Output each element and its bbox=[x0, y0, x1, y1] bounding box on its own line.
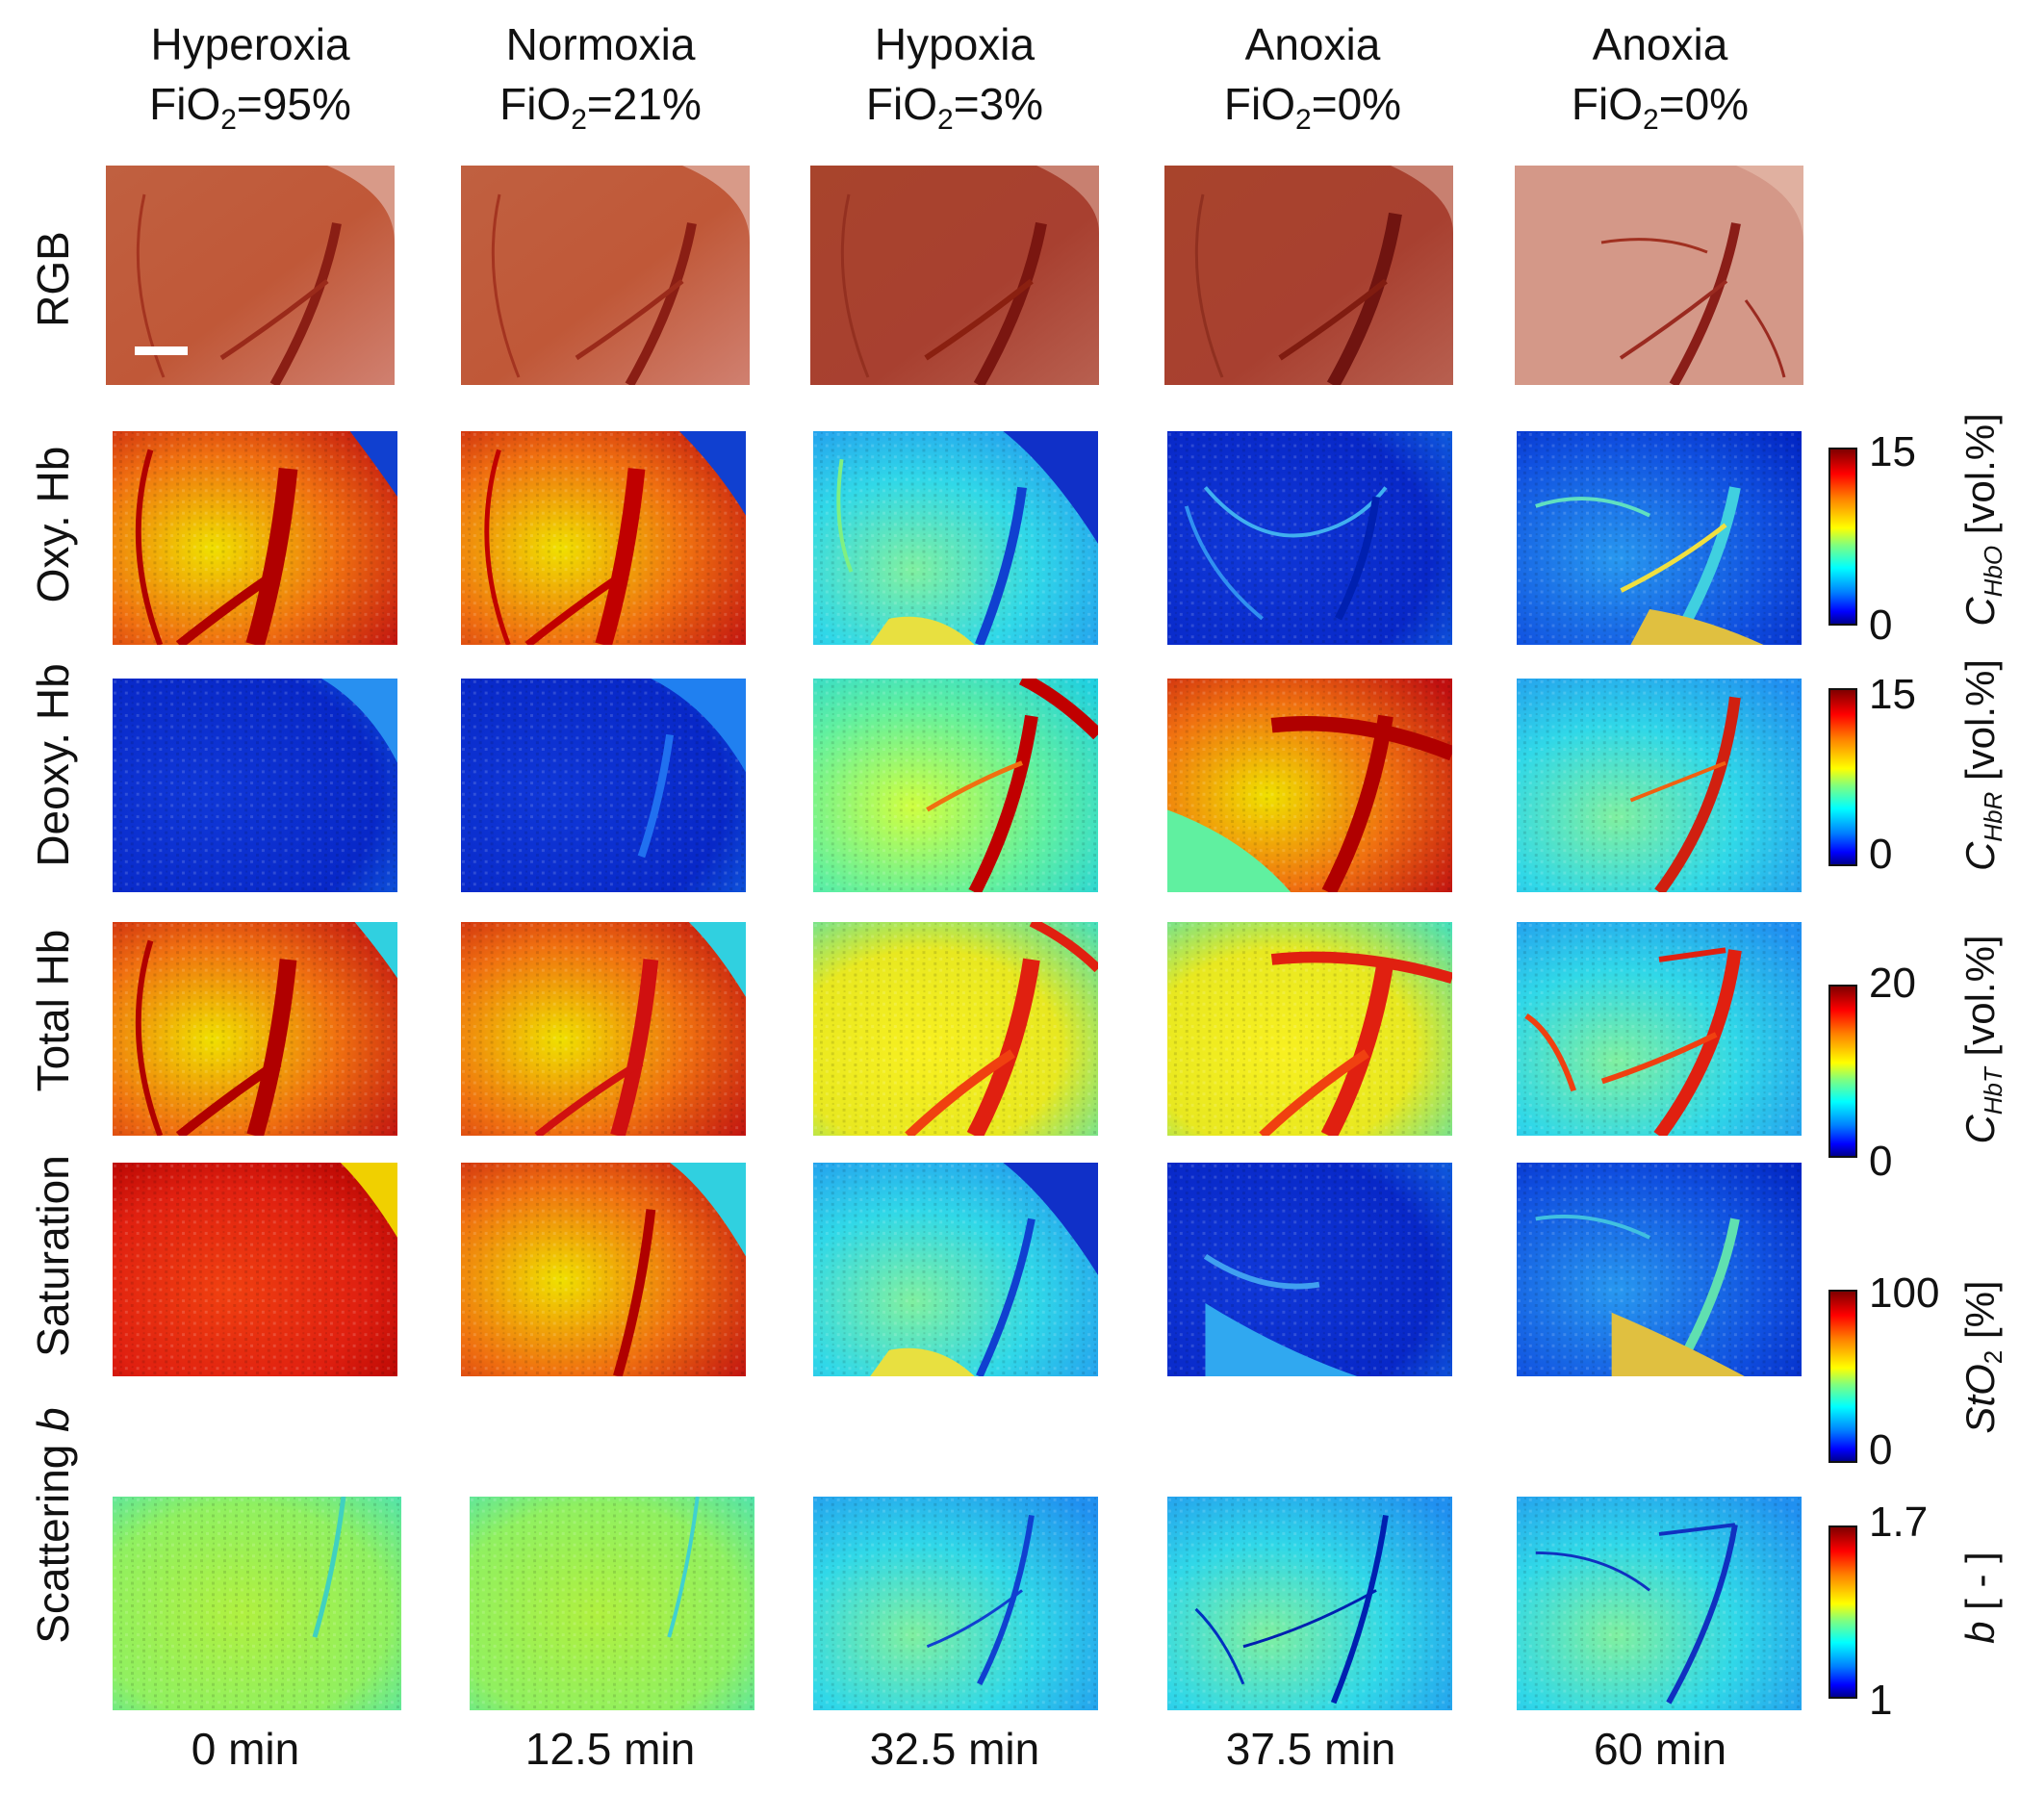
condition-label: Anoxia bbox=[1592, 19, 1728, 69]
scattering-map-col4 bbox=[1167, 1497, 1452, 1710]
condition-label: Hyperoxia bbox=[150, 19, 350, 69]
rgb-image-col5 bbox=[1515, 166, 1803, 385]
colorbar-saturation-min: 0 bbox=[1869, 1426, 1893, 1474]
saturation-map-col3 bbox=[813, 1163, 1098, 1376]
condition-label: Normoxia bbox=[505, 19, 696, 69]
row-label-rgb: RGB bbox=[28, 231, 78, 327]
time-label-col2: 12.5 min bbox=[524, 1724, 696, 1774]
colorbar-saturation-max: 100 bbox=[1869, 1269, 1940, 1317]
oxy-map-col1 bbox=[113, 431, 397, 645]
colorbar-deoxy bbox=[1828, 688, 1857, 866]
condition-label: Hypoxia bbox=[874, 19, 1036, 69]
rgb-image-col2 bbox=[461, 166, 750, 385]
colorbar-oxy bbox=[1828, 448, 1857, 626]
row-label-oxy: Oxy. Hb bbox=[28, 446, 78, 603]
total-map-col5 bbox=[1517, 922, 1802, 1136]
column-header-3: Hypoxia FiO2=3% bbox=[810, 14, 1099, 136]
rgb-image-col4 bbox=[1164, 166, 1453, 385]
total-map-col2 bbox=[461, 922, 746, 1136]
total-map-col3 bbox=[813, 922, 1098, 1136]
fio2-label: FiO2=0% bbox=[1571, 79, 1750, 136]
saturation-map-col5 bbox=[1517, 1163, 1802, 1376]
scattering-map-col3 bbox=[813, 1497, 1098, 1710]
deoxy-map-col5 bbox=[1517, 679, 1802, 892]
column-header-1: Hyperoxia FiO2=95% bbox=[106, 14, 395, 136]
unit-total: CHbT [vol.%] bbox=[1957, 935, 2007, 1144]
oxy-map-col4 bbox=[1167, 431, 1452, 645]
row-label-total: Total Hb bbox=[28, 929, 78, 1092]
scattering-map-col1 bbox=[113, 1497, 401, 1710]
deoxy-map-col4 bbox=[1167, 679, 1452, 892]
rgb-image-col3 bbox=[810, 166, 1099, 385]
colorbar-scattering bbox=[1828, 1525, 1857, 1699]
time-label-col3: 32.5 min bbox=[869, 1724, 1040, 1774]
colorbar-deoxy-max: 15 bbox=[1869, 671, 1916, 718]
fio2-label: FiO2=0% bbox=[1223, 79, 1402, 136]
row-label-deoxy: Deoxy. Hb bbox=[28, 663, 78, 867]
time-label-col5: 60 min bbox=[1593, 1724, 1727, 1774]
colorbar-oxy-min: 0 bbox=[1869, 602, 1893, 649]
colorbar-scattering-min: 1 bbox=[1869, 1677, 1893, 1724]
scattering-map-col2 bbox=[470, 1497, 754, 1710]
colorbar-saturation bbox=[1828, 1290, 1857, 1463]
colorbar-oxy-max: 15 bbox=[1869, 428, 1916, 475]
unit-deoxy: CHbR [vol.%] bbox=[1957, 658, 2007, 872]
colorbar-total-min: 0 bbox=[1869, 1138, 1893, 1185]
scale-bar bbox=[135, 346, 188, 355]
colorbar-total bbox=[1828, 985, 1857, 1158]
unit-scattering: b [ - ] bbox=[1957, 1551, 2003, 1644]
column-header-5: Anoxia FiO2=0% bbox=[1516, 14, 1804, 136]
deoxy-map-col2 bbox=[461, 679, 746, 892]
saturation-map-col2 bbox=[461, 1163, 746, 1376]
unit-saturation: StO2 [%] bbox=[1957, 1280, 2007, 1434]
oxy-map-col5 bbox=[1517, 431, 1802, 645]
colorbar-total-max: 20 bbox=[1869, 960, 1916, 1007]
unit-oxy: CHbO [vol.%] bbox=[1957, 413, 2007, 627]
time-label-col4: 37.5 min bbox=[1225, 1724, 1396, 1774]
column-header-2: Normoxia FiO2=21% bbox=[456, 14, 745, 136]
saturation-map-col1 bbox=[113, 1163, 397, 1376]
fio2-label: FiO2=95% bbox=[149, 79, 351, 136]
total-map-col1 bbox=[113, 922, 397, 1136]
fio2-label: FiO2=21% bbox=[499, 79, 702, 136]
fio2-label: FiO2=3% bbox=[865, 79, 1044, 136]
colorbar-scattering-max: 1.7 bbox=[1869, 1499, 1929, 1546]
total-map-col4 bbox=[1167, 922, 1452, 1136]
deoxy-map-col3 bbox=[813, 679, 1098, 892]
row-label-saturation: Saturation bbox=[28, 1155, 78, 1357]
oxy-map-col2 bbox=[461, 431, 746, 645]
time-label-col1: 0 min bbox=[191, 1724, 300, 1774]
row-label-scattering: Scattering b bbox=[28, 1407, 78, 1644]
saturation-map-col4 bbox=[1167, 1163, 1452, 1376]
oxy-map-col3 bbox=[813, 431, 1098, 645]
colorbar-deoxy-min: 0 bbox=[1869, 831, 1893, 878]
deoxy-map-col1 bbox=[113, 679, 397, 892]
scattering-map-col5 bbox=[1517, 1497, 1802, 1710]
column-header-4: Anoxia FiO2=0% bbox=[1168, 14, 1457, 136]
condition-label: Anoxia bbox=[1244, 19, 1381, 69]
